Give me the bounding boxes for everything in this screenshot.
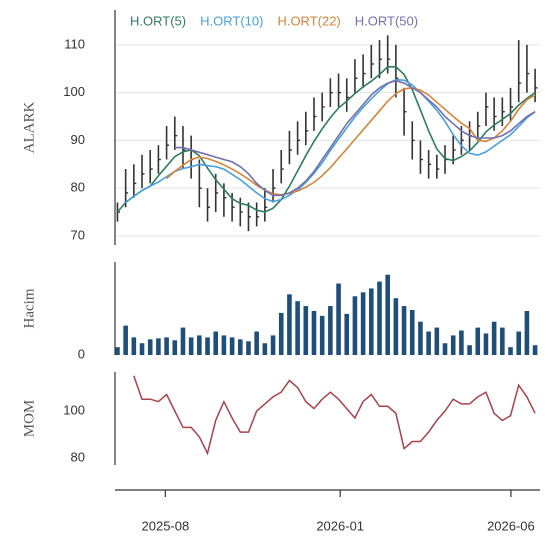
volume-bar	[385, 274, 390, 355]
volume-bar	[262, 343, 268, 355]
volume-bar	[139, 343, 145, 355]
volume-bar	[516, 331, 522, 355]
volume-bar	[115, 347, 120, 355]
mom-line	[133, 375, 536, 456]
volume-bar	[131, 337, 137, 355]
volume-bar	[295, 301, 300, 355]
y-axis-label: Hacim	[21, 288, 37, 328]
y-tick-label: 80	[71, 180, 85, 195]
volume-bar	[434, 327, 440, 355]
y-tick-label: 70	[71, 227, 85, 242]
y-tick-label: 100	[63, 84, 85, 99]
y-axis-label: MOM	[21, 400, 37, 438]
volume-bar	[377, 281, 382, 355]
volume-bar	[418, 321, 423, 355]
x-tick-label: 2026-01	[316, 518, 364, 533]
volume-bar	[475, 327, 481, 355]
volume-bar	[369, 288, 374, 355]
ma-line	[174, 79, 536, 197]
volume-bar	[491, 321, 497, 355]
volume-bar	[344, 313, 350, 355]
x-tick-label: 2025-08	[142, 518, 190, 533]
volume-bar	[147, 339, 153, 355]
volume-bar	[459, 330, 464, 355]
volume-bar	[328, 306, 333, 355]
ma-line	[125, 78, 536, 204]
volume-bar	[303, 306, 309, 355]
volume-bar	[401, 306, 407, 355]
ma-line	[116, 66, 536, 213]
y-tick-label: 100	[63, 402, 85, 417]
volume-bar	[237, 339, 243, 355]
ma-line	[166, 87, 536, 196]
volume-bar	[483, 333, 489, 355]
volume-bar	[213, 331, 219, 355]
y-tick-label: 80	[71, 449, 85, 464]
volume-bar	[221, 335, 227, 355]
volume-bar	[508, 347, 513, 355]
volume-bar	[254, 331, 259, 355]
volume-bar	[123, 325, 128, 355]
volume-bar	[246, 341, 251, 355]
volume-bar	[336, 283, 341, 355]
volume-bar	[188, 337, 194, 355]
y-tick-label: 0	[78, 346, 85, 361]
volume-bar	[229, 337, 235, 355]
volume-bar	[409, 309, 415, 355]
y-tick-label: 110	[64, 36, 85, 51]
volume-bar	[156, 338, 161, 355]
x-tick-label: 2026-06	[487, 518, 535, 533]
volume-bar	[287, 294, 292, 355]
volume-bar	[197, 335, 202, 355]
volume-bar	[393, 298, 399, 355]
volume-bar	[426, 331, 431, 355]
legend-entry: H.ORT(22)	[277, 13, 340, 28]
volume-bar	[532, 345, 538, 355]
legend-entry: H.ORT(10)	[200, 13, 263, 28]
volume-bar	[180, 327, 186, 355]
legend-entry: H.ORT(5)	[130, 13, 186, 28]
volume-bar	[500, 327, 505, 355]
volume-bar	[278, 312, 284, 355]
y-axis-label: ALARK	[21, 102, 37, 154]
volume-bar	[524, 310, 530, 355]
volume-bar	[205, 337, 210, 355]
legend-entry: H.ORT(50)	[355, 13, 418, 28]
volume-bar	[360, 292, 366, 355]
volume-bar	[467, 345, 472, 355]
volume-bar	[311, 310, 317, 355]
volume-bar	[270, 335, 276, 355]
volume-bar	[442, 343, 448, 355]
volume-bar	[352, 296, 358, 355]
y-tick-label: 90	[71, 132, 85, 147]
volume-bar	[164, 337, 169, 355]
volume-bar	[172, 340, 178, 355]
volume-bar	[319, 315, 325, 355]
volume-bar	[450, 335, 456, 355]
